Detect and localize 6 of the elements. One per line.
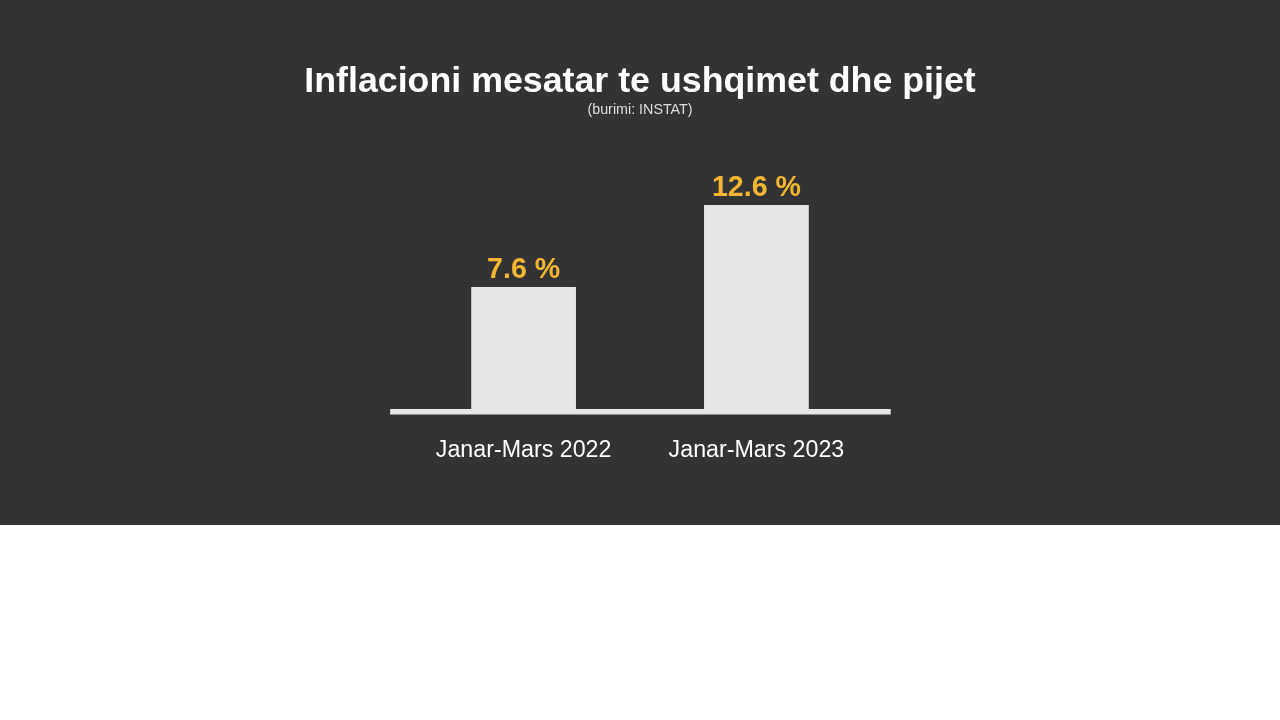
data-label: 12.6 % xyxy=(711,170,801,203)
x-tick-label: Janar-Mars 2023 xyxy=(668,436,845,463)
x-tick-label: Janar-Mars 2022 xyxy=(435,436,612,463)
chart-subtitle: (burimi: INSTAT) xyxy=(587,100,693,117)
data-label: 7.6 % xyxy=(487,251,561,284)
chart-title: Inflacioni mesatar te ushqimet dhe pijet xyxy=(304,60,976,101)
